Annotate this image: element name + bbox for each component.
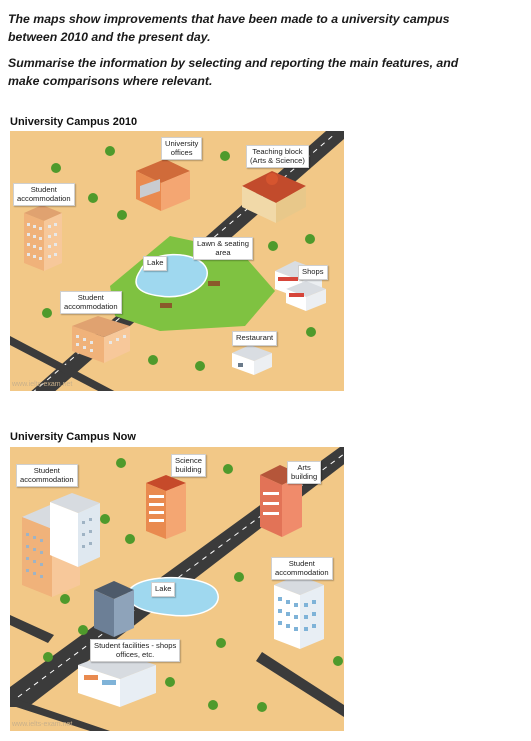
label-line: (Arts & Science) bbox=[250, 155, 305, 165]
tree-icon bbox=[42, 308, 52, 318]
student-accommodation-cluster-icon bbox=[22, 493, 100, 597]
tree-icon bbox=[60, 594, 70, 604]
task-prompt: The maps show improvements that have bee… bbox=[8, 10, 523, 90]
lake bbox=[127, 576, 219, 617]
map-now-drawing bbox=[10, 447, 344, 731]
label-line: Student bbox=[77, 293, 104, 302]
tree-icon bbox=[257, 702, 267, 712]
task-line-1: The maps show improvements that have bee… bbox=[8, 12, 450, 26]
label-student-accommodation-1: Student accommodation bbox=[13, 183, 75, 207]
tree-icon bbox=[216, 638, 226, 648]
label-line: Student bbox=[30, 185, 57, 194]
task-line-4: make comparisons where relevant. bbox=[8, 74, 213, 88]
tree-icon bbox=[51, 163, 61, 173]
tree-icon bbox=[100, 514, 110, 524]
tree-icon bbox=[195, 361, 205, 371]
watermark: www.ielts-exam.net bbox=[12, 381, 73, 388]
label-line: Student bbox=[288, 559, 315, 568]
label-student-accommodation-2: Student accommodation bbox=[60, 291, 122, 315]
tree-icon bbox=[223, 464, 233, 474]
tree-icon bbox=[165, 677, 175, 687]
map-2010-drawing bbox=[10, 131, 344, 391]
science-building-icon bbox=[146, 475, 186, 539]
label-line: offices, etc. bbox=[116, 649, 155, 659]
tree-icon bbox=[105, 146, 115, 156]
label-arts-building: Arts building bbox=[287, 461, 322, 485]
label-teaching-block: Teaching block (Arts & Science) bbox=[246, 145, 309, 169]
tree-icon bbox=[78, 625, 88, 635]
university-offices-building-icon bbox=[136, 159, 190, 211]
map-now-title: University Campus Now bbox=[10, 431, 136, 443]
label-line: Teaching block bbox=[252, 147, 303, 156]
tree-icon bbox=[234, 572, 244, 582]
label-line: accommodation bbox=[20, 474, 74, 484]
label-line: University bbox=[165, 139, 199, 148]
road-left-stub bbox=[10, 615, 54, 643]
map-2010-title: University Campus 2010 bbox=[10, 116, 138, 128]
label-university-offices: University offices bbox=[161, 137, 203, 161]
tree-icon bbox=[43, 652, 53, 662]
map-2010: University offices Teaching block (Arts … bbox=[10, 131, 344, 391]
label-line: building bbox=[291, 471, 318, 481]
tree-icon bbox=[148, 355, 158, 365]
label-lawn-seating-area: Lawn & seating area bbox=[193, 237, 253, 261]
student-accommodation-tower-icon bbox=[274, 575, 324, 649]
label-line: Student bbox=[33, 466, 60, 475]
tree-icon bbox=[268, 241, 278, 251]
label-line: Science bbox=[175, 456, 203, 465]
task-line-2: between 2010 and the present day. bbox=[8, 30, 211, 44]
tree-icon bbox=[208, 700, 218, 710]
tree-icon bbox=[220, 151, 230, 161]
label-student-accommodation-2: Student accommodation bbox=[271, 557, 333, 581]
tree-icon bbox=[333, 656, 343, 666]
tree-icon bbox=[88, 193, 98, 203]
tree-icon bbox=[117, 210, 127, 220]
label-line: accommodation bbox=[64, 301, 118, 311]
trees bbox=[43, 458, 343, 712]
label-science-building: Science building bbox=[171, 454, 207, 478]
bench-icon bbox=[208, 281, 220, 286]
label-shops: Shops bbox=[298, 265, 328, 280]
tree-icon bbox=[306, 327, 316, 337]
task-line-3: Summarise the information by selecting a… bbox=[8, 56, 459, 70]
bench-icon bbox=[160, 303, 172, 308]
watermark: www.ielts-exam.net bbox=[12, 721, 73, 728]
label-line: Student facilities - shops bbox=[94, 641, 177, 650]
label-line: offices bbox=[170, 147, 193, 157]
label-line: Arts bbox=[297, 463, 311, 472]
road-lower-left bbox=[10, 697, 110, 731]
label-line: building bbox=[175, 464, 202, 474]
label-lake: Lake bbox=[143, 256, 168, 271]
student-accommodation-tower-icon bbox=[24, 205, 62, 271]
road-right-stub bbox=[256, 652, 344, 717]
label-line: accommodation bbox=[275, 567, 329, 577]
label-line: Lawn & seating bbox=[197, 239, 249, 248]
restaurant-building-icon bbox=[232, 345, 272, 375]
label-lake: Lake bbox=[151, 582, 176, 597]
label-student-accommodation-1: Student accommodation bbox=[16, 464, 78, 488]
tree-icon bbox=[125, 534, 135, 544]
map-now: Student accommodation Science building A… bbox=[10, 447, 344, 731]
student-accommodation-block-icon bbox=[72, 316, 130, 363]
teaching-block-building-icon bbox=[242, 171, 306, 223]
trees bbox=[42, 146, 316, 371]
label-line: accommodation bbox=[17, 193, 71, 203]
label-student-facilities: Student facilities - shops offices, etc. bbox=[90, 639, 181, 663]
road-lower-left bbox=[10, 336, 115, 391]
tree-icon bbox=[305, 234, 315, 244]
label-restaurant: Restaurant bbox=[232, 331, 278, 346]
tree-icon bbox=[116, 458, 126, 468]
label-line: area bbox=[215, 247, 231, 257]
